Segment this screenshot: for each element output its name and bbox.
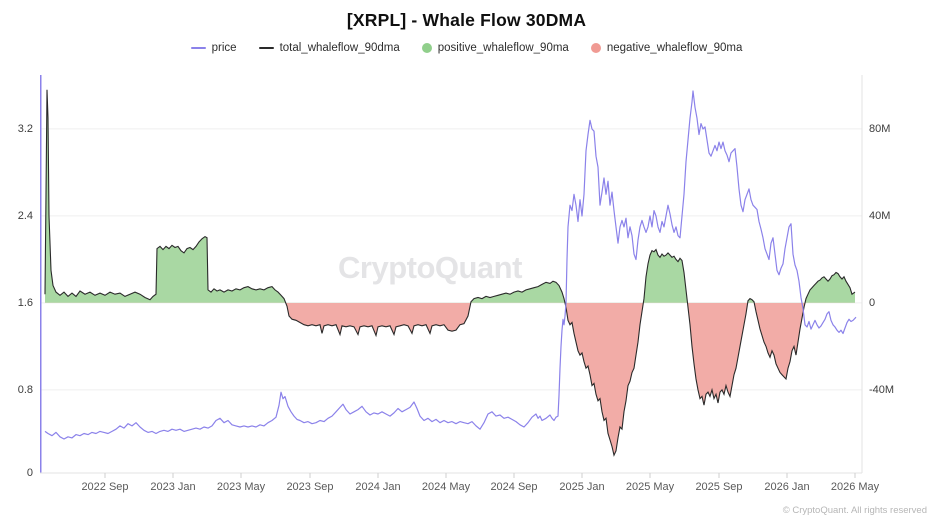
x-axis-tick-label: 2026 May — [830, 481, 880, 493]
x-axis-tick-label: 2026 Jan — [764, 481, 810, 493]
legend-item-negative_whaleflow_90ma[interactable]: negative_whaleflow_90ma — [590, 42, 743, 54]
x-axis-tick-label: 2025 Jan — [559, 481, 605, 493]
legend-item-positive_whaleflow_90ma[interactable]: positive_whaleflow_90ma — [421, 42, 569, 54]
y-axis-tick-label-right: -40M — [869, 383, 895, 396]
total-whaleflow-line — [44, 89, 856, 457]
x-axis-tick-label: 2025 May — [625, 481, 675, 493]
legend-line-swatch-icon — [258, 47, 274, 49]
price-line — [44, 90, 857, 440]
x-axis-tick-label: 2025 Sep — [695, 481, 743, 493]
cryptoquant-watermark: CryptoQuant — [338, 250, 522, 285]
legend-dot-swatch-icon — [590, 43, 601, 53]
chart-legend: price total_whaleflow_90dma positive_whale… — [0, 42, 933, 54]
legend-item-label: total_whaleflow_90dma — [279, 42, 400, 54]
x-axis-tick-label: 2024 Sep — [490, 481, 538, 493]
y-axis-tick-label-left: 3.2 — [17, 123, 33, 136]
chart-canvas — [40, 75, 863, 478]
plot-area[interactable] — [40, 75, 863, 478]
y-axis-tick-label-right: 40M — [869, 209, 891, 222]
y-axis-tick-label-left: 1.6 — [17, 297, 33, 310]
legend-dot-swatch-icon — [421, 43, 432, 53]
copyright-text: © CryptoQuant. All rights reserved — [782, 505, 927, 516]
y-axis-tick-label-right: 0 — [869, 296, 876, 309]
x-axis-tick-label: 2023 May — [216, 481, 266, 493]
y-axis-tick-label-left: 0 — [26, 467, 33, 479]
y-axis-tick-label-left: 2.4 — [17, 210, 33, 223]
legend-item-total_whaleflow_90dma[interactable]: total_whaleflow_90dma — [258, 42, 400, 54]
x-axis-tick-label: 2023 Sep — [286, 481, 334, 493]
y-axis-tick-label-right: 80M — [869, 122, 891, 135]
legend-item-label: positive_whaleflow_90ma — [437, 42, 569, 54]
x-axis-tick-label: 2024 May — [421, 481, 471, 493]
x-axis-tick-label: 2023 Jan — [150, 481, 196, 493]
x-axis-tick-label: 2022 Sep — [81, 481, 129, 493]
legend-line-swatch-icon — [190, 47, 206, 49]
legend-item-label: price — [211, 42, 237, 54]
x-axis-tick-label: 2024 Jan — [355, 481, 401, 493]
negative-whaleflow-area — [45, 302, 855, 456]
legend-item-price[interactable]: price — [190, 42, 237, 54]
y-axis-tick-label-left: 0.8 — [17, 384, 33, 397]
chart-title: [XRPL] - Whale Flow 30DMA — [346, 10, 587, 30]
legend-item-label: negative_whaleflow_90ma — [606, 42, 743, 54]
